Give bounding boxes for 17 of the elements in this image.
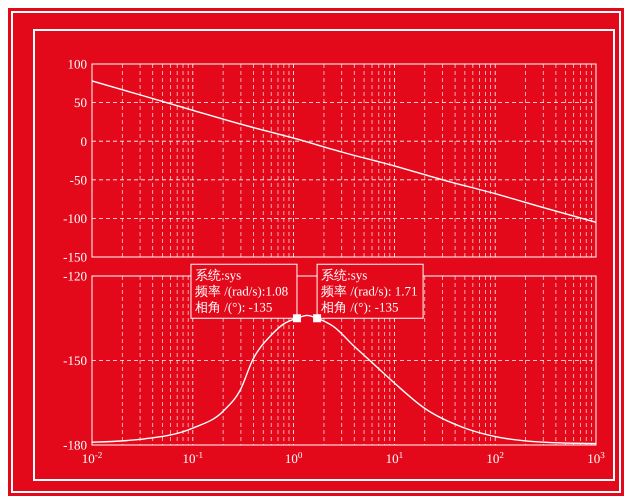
y-tick-label: 0 bbox=[80, 134, 87, 149]
x-tick-label: 10$^{-2}$ bbox=[82, 450, 103, 466]
y-tick-label: -150 bbox=[63, 250, 87, 265]
y-tick-label: 50 bbox=[74, 95, 87, 110]
y-tick-label: -150 bbox=[63, 353, 87, 368]
x-tick-label: 10$^{1}$ bbox=[386, 450, 404, 466]
y-tick-label: -100 bbox=[63, 210, 87, 226]
x-tick-label: 10$^{3}$ bbox=[587, 450, 606, 466]
y-tick-label: 100 bbox=[68, 56, 87, 72]
y-tick-label: -120 bbox=[63, 268, 87, 284]
annotation: 系统:sys 频率 /(rad/s): 1.71 相角 /(°): -135 bbox=[321, 267, 418, 314]
y-tick-label: -50 bbox=[70, 172, 87, 188]
annotation: 系统:sys 频率 /(rad/s):1.08 相角 /(°): -135 bbox=[194, 267, 288, 314]
x-tick-label: 10$^{2}$ bbox=[486, 450, 504, 466]
x-tick-label: 10$^{-1}$ bbox=[182, 450, 204, 466]
x-tick-label: 10$^{0}$ bbox=[284, 450, 303, 466]
y-tick-label: -180 bbox=[63, 438, 87, 453]
